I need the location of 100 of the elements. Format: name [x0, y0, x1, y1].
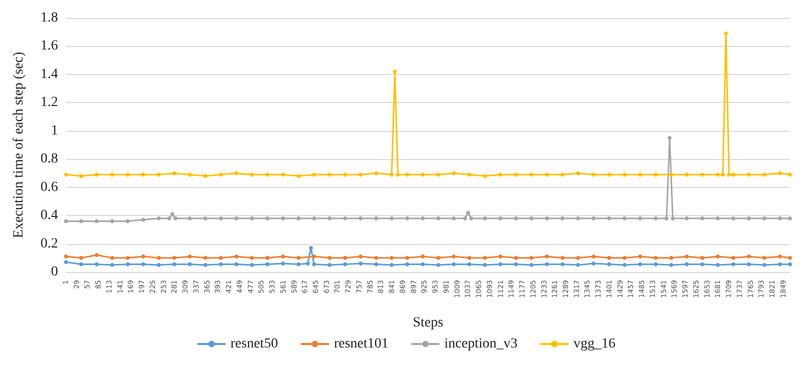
point	[529, 262, 534, 267]
point	[110, 172, 114, 177]
point	[788, 216, 792, 220]
point	[684, 254, 689, 258]
point	[265, 262, 270, 266]
point	[94, 262, 99, 266]
point	[778, 216, 782, 220]
point	[560, 262, 565, 266]
point	[390, 256, 394, 260]
point	[281, 254, 286, 258]
point	[452, 254, 456, 258]
point	[467, 256, 472, 260]
point	[218, 256, 223, 260]
point	[436, 262, 440, 267]
point	[788, 256, 792, 260]
point	[156, 256, 161, 260]
point	[592, 172, 596, 177]
point	[296, 262, 301, 266]
y-tick-label: 1	[51, 123, 58, 138]
point	[141, 254, 146, 258]
point	[156, 172, 161, 177]
point	[762, 262, 766, 267]
point	[727, 172, 732, 177]
point	[607, 172, 612, 177]
point	[390, 262, 394, 267]
point	[592, 262, 596, 266]
point	[79, 262, 84, 266]
point	[498, 254, 502, 258]
point	[638, 262, 642, 266]
point	[312, 172, 316, 177]
point	[607, 256, 612, 260]
point	[436, 256, 440, 260]
point	[482, 262, 487, 267]
y-tick-label: 1.6	[40, 38, 58, 54]
point	[126, 172, 130, 177]
y-tick-label: 0.4	[40, 208, 58, 224]
point	[218, 172, 223, 177]
point	[466, 210, 470, 215]
point	[576, 216, 580, 220]
point	[746, 172, 751, 177]
point	[716, 172, 720, 177]
point	[720, 172, 725, 177]
point	[188, 172, 192, 177]
point	[126, 219, 130, 224]
point	[420, 262, 425, 266]
point	[638, 172, 642, 177]
point	[716, 216, 720, 220]
point	[482, 216, 487, 220]
point	[265, 216, 270, 220]
y-tick-label: 1.2	[40, 95, 58, 110]
point	[79, 174, 84, 178]
point	[467, 262, 472, 266]
point	[716, 254, 720, 258]
point	[529, 172, 534, 177]
point	[265, 172, 270, 177]
point	[156, 262, 161, 267]
point	[141, 172, 146, 177]
point	[358, 172, 363, 177]
point	[374, 262, 378, 266]
point	[234, 262, 238, 266]
point	[203, 216, 208, 220]
point	[296, 256, 301, 260]
point	[514, 256, 518, 260]
y-tick-label: 0.8	[40, 152, 58, 167]
point	[172, 256, 176, 260]
point	[94, 253, 99, 258]
legend-label: resnet50	[230, 336, 278, 352]
point	[452, 171, 456, 176]
point	[79, 219, 84, 224]
point	[788, 172, 792, 177]
point	[514, 262, 518, 266]
y-axis-title: Execution time of each step (sec)	[12, 52, 26, 238]
point	[141, 218, 146, 222]
point	[724, 32, 728, 36]
point	[343, 172, 348, 177]
point	[669, 262, 674, 267]
point	[469, 216, 474, 220]
point	[654, 262, 658, 266]
point	[126, 262, 130, 266]
point	[746, 254, 751, 258]
point	[654, 256, 658, 260]
y-tick-label: 0.6	[40, 180, 58, 195]
point	[788, 262, 792, 266]
y-tick-label: 0	[51, 264, 58, 280]
point	[405, 172, 410, 177]
point	[560, 172, 565, 177]
point	[420, 254, 425, 258]
point	[172, 171, 176, 176]
point	[778, 171, 782, 176]
point	[436, 216, 440, 220]
point	[700, 172, 704, 177]
point	[622, 172, 627, 177]
point	[328, 256, 332, 260]
point	[405, 262, 410, 266]
point	[544, 262, 549, 266]
point	[746, 262, 751, 266]
point	[638, 254, 642, 258]
point	[390, 216, 394, 220]
point	[560, 256, 565, 260]
point	[312, 262, 316, 266]
